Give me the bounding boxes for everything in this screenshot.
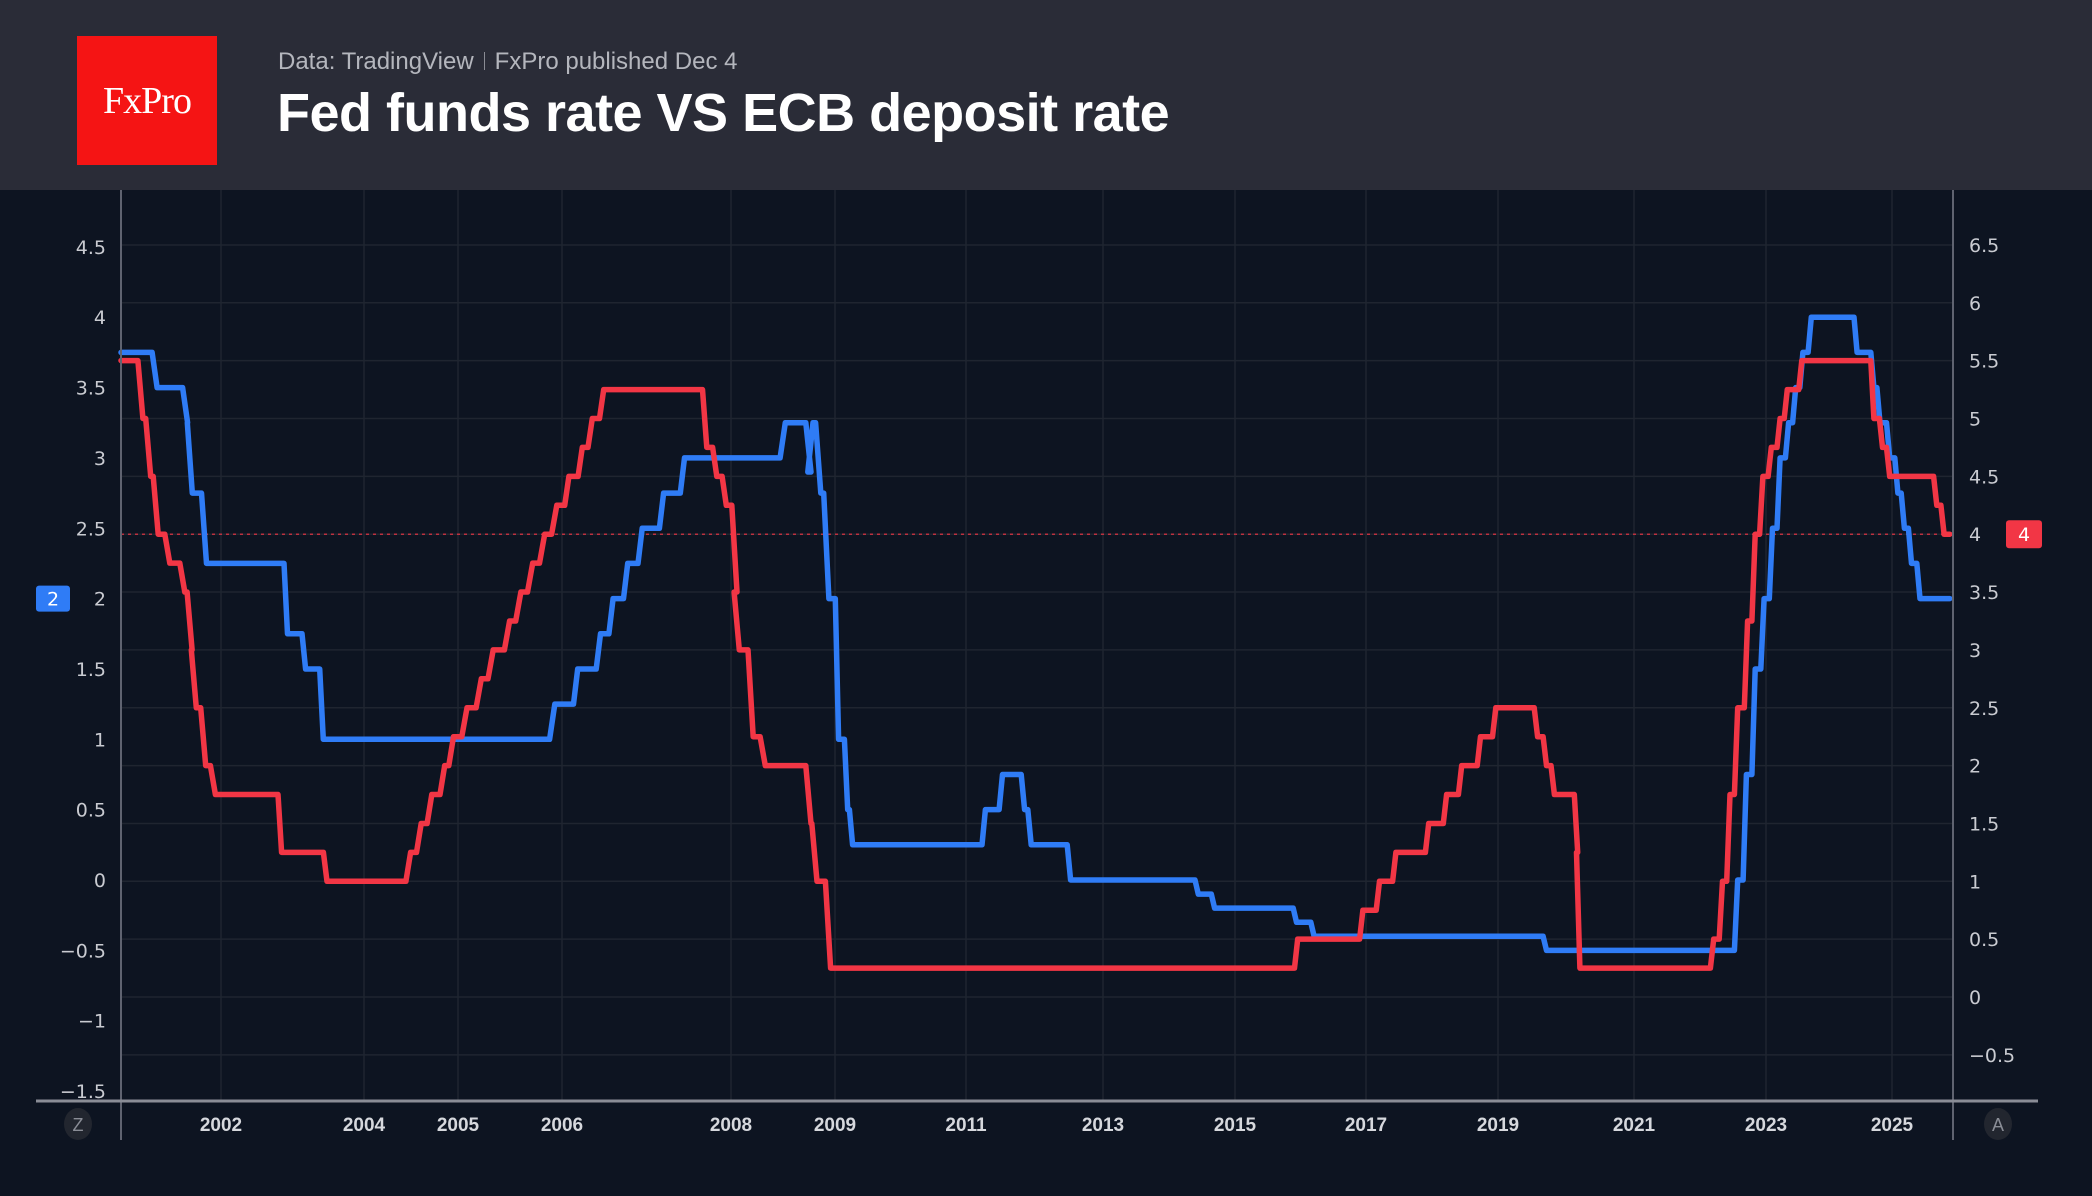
left-tick-label: −1 <box>78 1011 106 1033</box>
right-tick-label: 4 <box>1969 524 1981 546</box>
right-tick-label: 0 <box>1969 987 1981 1009</box>
separator <box>483 52 485 70</box>
last-value-badges: 24 <box>36 520 2042 612</box>
right-tick-label: 3 <box>1969 640 1981 662</box>
fed-last-value-badge <box>2006 520 2042 549</box>
ecb-rate-line <box>118 314 1953 954</box>
right-tick-label: 5.5 <box>1969 351 1999 373</box>
right-tick-label: 4.5 <box>1969 466 1999 488</box>
left-tick-label: 1 <box>94 729 106 751</box>
right-tick-label: 6.5 <box>1969 235 1999 257</box>
x-tick-label: 2002 <box>200 1115 242 1136</box>
right-tick-label: 0.5 <box>1969 929 1999 951</box>
x-tick-label: 2025 <box>1871 1115 1914 1136</box>
subtitle: Data: TradingView FxPro published Dec 4 <box>278 48 737 76</box>
left-tick-label: 4 <box>94 307 106 329</box>
right-tick-label: 2.5 <box>1969 698 1999 720</box>
x-tick-label: 2006 <box>541 1115 583 1136</box>
right-tick-label: 1.5 <box>1969 813 1999 835</box>
x-tick-label: 2019 <box>1477 1115 1519 1136</box>
right-tick-label: 6 <box>1969 293 1981 315</box>
x-tick-label: 2015 <box>1214 1115 1257 1136</box>
header: FxPro Data: TradingView FxPro published D… <box>0 0 2092 190</box>
x-tick-label: 2008 <box>710 1115 752 1136</box>
left-tick-label: 1.5 <box>76 659 106 681</box>
grid <box>121 190 1953 1100</box>
x-tick-label: 2005 <box>437 1115 480 1136</box>
reset-zoom-label: Z <box>73 1115 84 1135</box>
x-tick-label: 2004 <box>343 1115 386 1136</box>
data-source: Data: TradingView <box>278 48 474 75</box>
series-lines <box>118 314 1953 971</box>
left-tick-label: 0.5 <box>76 800 106 822</box>
fxpro-logo: FxPro <box>77 36 217 165</box>
x-tick-label: 2013 <box>1082 1115 1124 1136</box>
published-note: FxPro published Dec 4 <box>494 48 738 75</box>
reset-zoom-button[interactable]: Z <box>64 1108 92 1140</box>
right-tick-label: 5 <box>1969 409 1981 431</box>
fed-rate-line <box>118 357 1953 971</box>
x-tick-label: 2011 <box>945 1115 987 1136</box>
fed-last-value-label: 4 <box>2018 524 2030 546</box>
auto-scale-button[interactable]: A <box>1984 1108 2012 1140</box>
left-tick-label: 4.5 <box>76 237 106 259</box>
left-tick-label: 0 <box>94 870 106 892</box>
right-tick-label: 3.5 <box>1969 582 1999 604</box>
x-tick-label: 2021 <box>1613 1115 1656 1136</box>
time-axis: 2002 2004 2005 2006 2008 2009 2011 2013 2015 2017… <box>200 1115 1914 1136</box>
auto-scale-label: A <box>1992 1115 2004 1135</box>
left-tick-label: 2.5 <box>76 518 106 540</box>
left-tick-label: 3 <box>94 448 106 470</box>
ecb-last-value-label: 2 <box>47 589 59 611</box>
x-tick-label: 2009 <box>814 1115 856 1136</box>
x-tick-label: 2017 <box>1345 1115 1387 1136</box>
left-tick-label: −1.5 <box>60 1081 106 1103</box>
left-tick-label: −0.5 <box>60 940 106 962</box>
right-axis: 6.5 6 5.5 5 4.5 4 3.5 3 2.5 2 1.5 1 0.5 0 −0.5 <box>1969 235 2015 1067</box>
logo-text: FxPro <box>103 79 192 122</box>
right-tick-label: 2 <box>1969 756 1981 778</box>
chart-title: Fed funds rate VS ECB deposit rate <box>277 83 1170 143</box>
right-tick-label: 1 <box>1969 871 1981 893</box>
right-tick-label: −0.5 <box>1969 1045 2015 1067</box>
left-tick-label: 3.5 <box>76 378 106 400</box>
x-tick-label: 2023 <box>1745 1115 1787 1136</box>
ecb-last-value-badge <box>36 585 70 612</box>
left-axis: 4.5 4 3.5 3 2.5 2 1.5 1 0.5 0 −0.5 −1 −1.5 <box>60 237 106 1103</box>
left-tick-label: 2 <box>94 589 106 611</box>
